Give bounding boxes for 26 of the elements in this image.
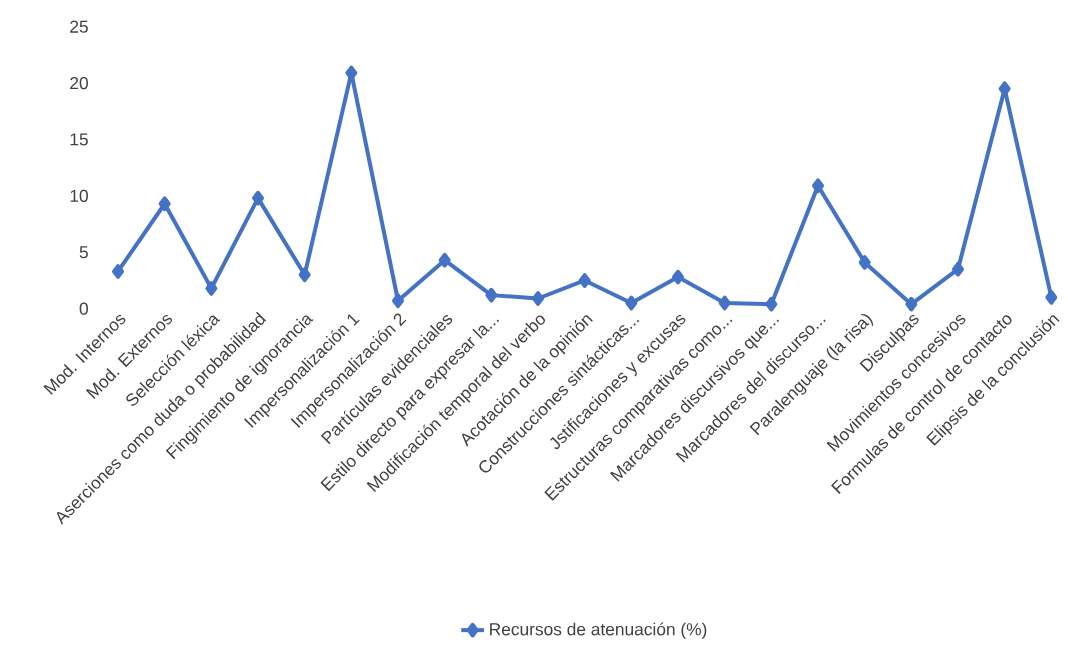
point — [392, 293, 404, 309]
y-tick-label: 10 — [70, 189, 88, 202]
y-tick-label: 25 — [70, 20, 88, 33]
y-tick-label: 0 — [79, 302, 88, 315]
point — [905, 296, 918, 312]
legend-label: Recursos de atenuación (%) — [490, 622, 707, 639]
point — [485, 287, 498, 303]
y-tick-label: 5 — [79, 246, 88, 259]
point — [158, 196, 171, 212]
point — [625, 295, 638, 311]
point — [205, 281, 218, 296]
point — [858, 255, 871, 270]
point — [438, 252, 451, 268]
point — [532, 291, 544, 306]
y-tick-label: 20 — [70, 76, 88, 90]
point — [718, 295, 731, 311]
y-tick-label: 15 — [70, 133, 88, 146]
point — [812, 178, 824, 194]
point — [1045, 290, 1058, 305]
point — [112, 264, 125, 279]
point — [298, 267, 311, 283]
point — [578, 273, 591, 288]
point — [765, 296, 778, 312]
point — [252, 190, 265, 206]
point — [672, 269, 684, 285]
point — [952, 261, 964, 277]
